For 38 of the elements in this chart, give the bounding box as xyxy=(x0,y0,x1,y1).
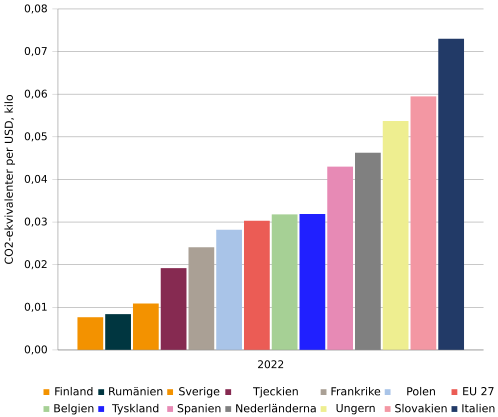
legend-label: Tjeckien xyxy=(253,387,298,398)
y-tick-label: 0,05 xyxy=(24,132,47,142)
y-tick-label: 0,04 xyxy=(24,174,48,184)
legend-label: Frankrike xyxy=(332,387,380,396)
bar xyxy=(77,317,104,350)
bar xyxy=(410,96,436,350)
bar xyxy=(382,121,409,350)
bar xyxy=(160,268,186,350)
y-tick-label: 0,06 xyxy=(24,90,47,99)
y-tick-label: 0,07 xyxy=(24,47,47,56)
bar xyxy=(272,214,298,350)
bar xyxy=(105,314,131,350)
legend-label: Tyskland xyxy=(112,404,158,415)
bar xyxy=(132,304,159,350)
legend-label: Belgien xyxy=(54,404,94,415)
legend-label: Nederländerna xyxy=(236,404,316,412)
x-tick-label: 2022 xyxy=(258,360,284,368)
bar xyxy=(438,38,464,350)
legend-label: Slovakien xyxy=(395,404,447,412)
y-axis-title: CO2-ekvivalenter per USD, kilo xyxy=(4,95,16,264)
y-tick-label: 0,08 xyxy=(24,4,47,14)
legend-label: Italien xyxy=(462,404,494,412)
bar xyxy=(327,166,354,350)
legend-label: Ungern xyxy=(336,404,375,414)
legend-label: Rumänien xyxy=(109,387,162,396)
y-tick-label: 0,02 xyxy=(24,260,47,270)
bar xyxy=(244,220,270,350)
legend-label: EU 27 xyxy=(463,387,494,396)
legend-label: Finland xyxy=(55,387,92,396)
y-tick-label: 0,00 xyxy=(24,345,47,355)
bar xyxy=(216,230,242,350)
legend-label: Polen xyxy=(407,387,435,396)
y-tick-label: 0,01 xyxy=(24,302,47,312)
y-tick-label: 0,03 xyxy=(24,218,47,227)
legend-label: Spanien xyxy=(178,404,220,415)
bar xyxy=(188,247,214,350)
legend-label: Sverige xyxy=(179,387,220,398)
bar xyxy=(299,214,326,350)
